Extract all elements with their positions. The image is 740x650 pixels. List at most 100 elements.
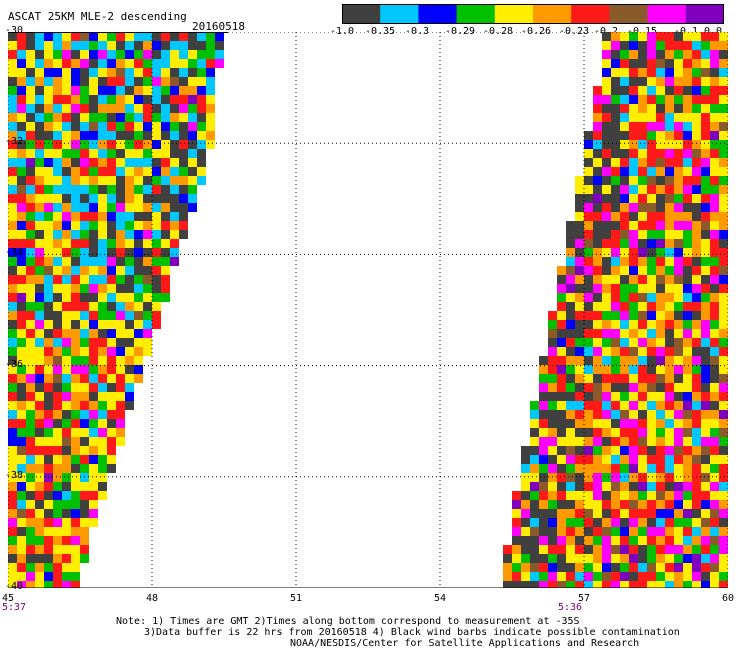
wind-cell: [566, 320, 575, 329]
wind-cell: [125, 131, 134, 140]
wind-cell: [26, 212, 35, 221]
wind-cell: [143, 104, 152, 113]
wind-cell: [98, 257, 107, 266]
wind-cell: [8, 464, 17, 473]
wind-cell: [674, 581, 683, 588]
wind-cell: [719, 527, 728, 536]
wind-cell: [17, 230, 26, 239]
wind-cell: [602, 491, 611, 500]
wind-cell: [647, 122, 656, 131]
wind-cell: [62, 428, 71, 437]
wind-cell: [710, 122, 719, 131]
wind-cell: [656, 131, 665, 140]
wind-cell: [71, 41, 80, 50]
wind-cell: [71, 113, 80, 122]
wind-cell: [44, 419, 53, 428]
wind-cell: [107, 374, 116, 383]
wind-cell: [197, 32, 206, 41]
wind-cell: [602, 230, 611, 239]
wind-cell: [17, 428, 26, 437]
wind-cell: [71, 545, 80, 554]
wind-cell: [89, 419, 98, 428]
wind-cell: [98, 302, 107, 311]
wind-cell: [611, 239, 620, 248]
wind-cell: [638, 572, 647, 581]
wind-cell: [89, 473, 98, 482]
wind-cell: [629, 41, 638, 50]
wind-cell: [17, 194, 26, 203]
wind-cell: [215, 41, 224, 50]
wind-cell: [647, 581, 656, 588]
wind-cell: [719, 275, 728, 284]
wind-cell: [584, 176, 593, 185]
wind-cell: [683, 455, 692, 464]
wind-cell: [188, 131, 197, 140]
wind-cell: [44, 500, 53, 509]
wind-cell: [629, 338, 638, 347]
wind-cell: [89, 401, 98, 410]
wind-cell: [62, 284, 71, 293]
wind-cell: [170, 212, 179, 221]
wind-cell: [530, 554, 539, 563]
wind-cell: [647, 428, 656, 437]
wind-cell: [656, 302, 665, 311]
wind-cell: [602, 203, 611, 212]
wind-cell: [665, 50, 674, 59]
wind-cell: [647, 113, 656, 122]
wind-cell: [548, 473, 557, 482]
wind-cell: [611, 284, 620, 293]
grid-lines: [8, 32, 728, 588]
wind-cell: [620, 446, 629, 455]
wind-cell: [656, 365, 665, 374]
wind-cell: [161, 86, 170, 95]
wind-cell: [44, 248, 53, 257]
wind-cell: [656, 419, 665, 428]
wind-cell: [134, 50, 143, 59]
wind-cell: [701, 95, 710, 104]
wind-cell: [98, 185, 107, 194]
wind-cell: [53, 446, 62, 455]
wind-cell: [26, 50, 35, 59]
wind-cell: [26, 230, 35, 239]
wind-cell: [674, 140, 683, 149]
wind-cell: [89, 203, 98, 212]
wind-cell: [17, 50, 26, 59]
wind-cell: [611, 113, 620, 122]
wind-cell: [629, 320, 638, 329]
wind-cell: [89, 131, 98, 140]
wind-cell: [656, 563, 665, 572]
wind-cell: [35, 149, 44, 158]
wind-cell: [629, 176, 638, 185]
wind-cell: [71, 365, 80, 374]
wind-cell: [566, 374, 575, 383]
wind-cell: [62, 446, 71, 455]
wind-cell: [62, 113, 71, 122]
wind-cell: [107, 230, 116, 239]
wind-cell: [206, 68, 215, 77]
wind-cell: [710, 239, 719, 248]
wind-cell: [62, 104, 71, 113]
wind-cell: [35, 185, 44, 194]
wind-cell: [35, 491, 44, 500]
wind-cell: [692, 257, 701, 266]
wind-cell: [143, 239, 152, 248]
wind-cell: [629, 185, 638, 194]
wind-cell: [548, 527, 557, 536]
wind-cell: [98, 50, 107, 59]
wind-cell: [611, 221, 620, 230]
wind-cell: [593, 383, 602, 392]
wind-cell: [719, 176, 728, 185]
wind-cell: [710, 59, 719, 68]
wind-cell: [665, 545, 674, 554]
wind-cell: [539, 572, 548, 581]
wind-cell: [125, 392, 134, 401]
wind-cell: [548, 437, 557, 446]
wind-cell: [701, 131, 710, 140]
map-date: 20160518: [192, 20, 245, 33]
wind-cell: [701, 41, 710, 50]
wind-cell: [593, 221, 602, 230]
wind-cell: [620, 581, 629, 588]
wind-cell: [89, 491, 98, 500]
wind-cell: [701, 140, 710, 149]
wind-cell: [683, 320, 692, 329]
